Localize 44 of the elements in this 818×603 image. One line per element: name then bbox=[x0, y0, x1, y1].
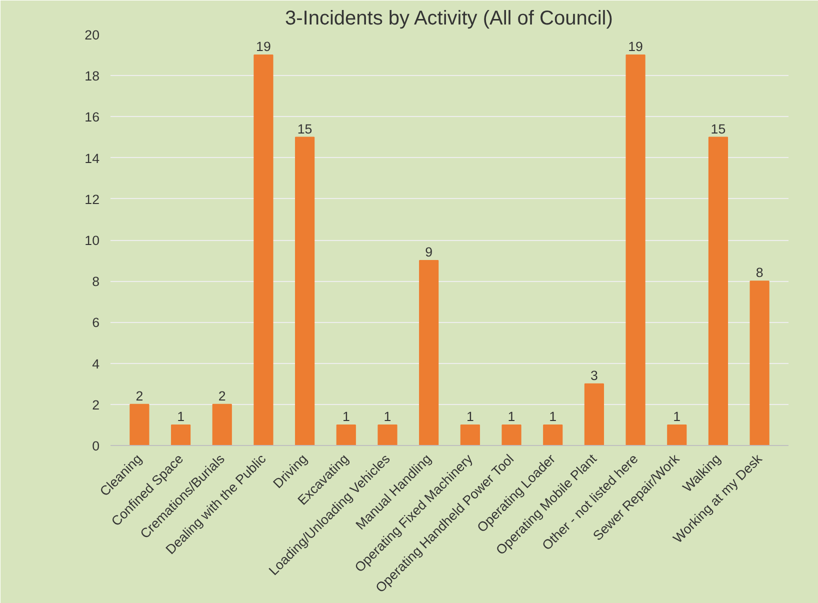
y-tick-label: 20 bbox=[84, 28, 100, 42]
y-tick-label: 14 bbox=[84, 150, 100, 166]
data-label: 1 bbox=[342, 408, 350, 424]
y-tick-label: 10 bbox=[84, 233, 100, 248]
bar bbox=[419, 260, 439, 446]
data-label: 8 bbox=[756, 265, 764, 280]
data-label: 1 bbox=[673, 408, 681, 424]
data-label: 9 bbox=[425, 244, 433, 260]
data-label: 2 bbox=[136, 388, 144, 404]
data-label: 19 bbox=[256, 39, 271, 54]
bar bbox=[254, 54, 274, 446]
data-label: 2 bbox=[218, 388, 226, 404]
bar bbox=[584, 383, 604, 446]
y-tick-label: 2 bbox=[92, 397, 100, 412]
data-label: 15 bbox=[297, 121, 312, 136]
bar bbox=[626, 54, 646, 446]
bar bbox=[502, 424, 522, 446]
bar bbox=[336, 424, 356, 446]
y-tick-label: 16 bbox=[84, 110, 100, 125]
bar bbox=[543, 424, 563, 446]
y-tick-label: 0 bbox=[92, 438, 100, 454]
bar bbox=[378, 424, 398, 446]
data-label: 1 bbox=[384, 408, 392, 424]
bar bbox=[460, 424, 480, 446]
y-tick-label: 4 bbox=[92, 356, 100, 372]
bar bbox=[667, 424, 687, 446]
y-tick-label: 6 bbox=[92, 315, 100, 330]
bar bbox=[708, 136, 728, 446]
y-tick-label: 8 bbox=[92, 274, 100, 290]
bar bbox=[170, 424, 191, 446]
data-label: 15 bbox=[710, 121, 726, 136]
data-label: 19 bbox=[628, 39, 643, 54]
bar bbox=[130, 404, 150, 446]
chart-title: 3-Incidents by Activity (All of Council) bbox=[285, 8, 613, 30]
data-label: 1 bbox=[177, 408, 184, 424]
y-tick-label: 12 bbox=[84, 192, 100, 207]
y-tick-label: 18 bbox=[84, 68, 100, 84]
data-label: 1 bbox=[466, 408, 474, 424]
bar bbox=[750, 280, 770, 446]
data-label: 1 bbox=[508, 408, 516, 424]
bar bbox=[212, 404, 232, 446]
data-label: 1 bbox=[549, 408, 557, 424]
data-label: 3 bbox=[590, 368, 598, 383]
bar bbox=[295, 136, 315, 446]
